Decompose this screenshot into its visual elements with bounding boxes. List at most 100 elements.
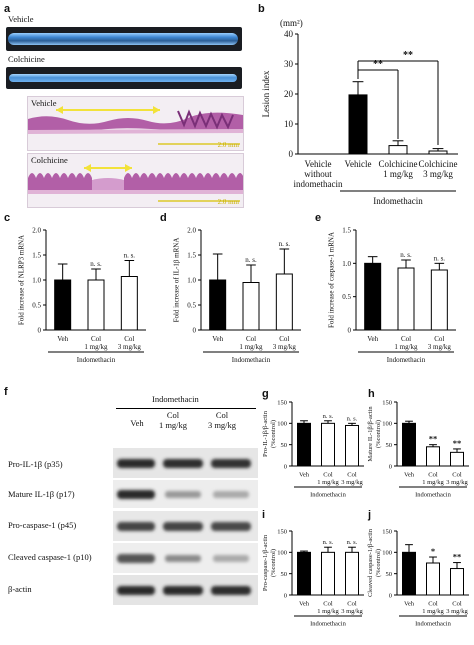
bar	[321, 422, 335, 467]
significance-label: n. s.	[90, 260, 102, 268]
bar	[345, 551, 359, 596]
y-tick-label: 1.5	[342, 226, 351, 234]
bar	[428, 150, 448, 155]
x-tick-label: 1 mg/kg	[383, 169, 413, 179]
gross-label-vehicle: Vehicle	[8, 14, 34, 24]
chart-cleaved-caspase1: 0 50 100 150 Cleaved caspase-1/β-actin (%cont…	[367, 528, 469, 628]
chart-il1b-mrna: 0 0.5 1.0 1.5 2.0 Fold increase of IL-1β mRNA…	[173, 226, 301, 364]
significance-label: n. s.	[124, 252, 136, 260]
x-tick-label: Veh	[299, 472, 310, 479]
x-tick-label: 3 mg/kg	[446, 608, 468, 615]
significance-label: n. s.	[434, 254, 446, 262]
y-tick-label: 1.0	[342, 260, 351, 268]
y-tick-label: 0	[389, 463, 392, 470]
x-tick-label: Veh	[367, 335, 378, 343]
significance-label: n. s.	[245, 256, 257, 264]
bar	[275, 273, 293, 331]
bar	[120, 276, 138, 331]
blot-image	[113, 448, 258, 605]
x-tick-label: Col	[428, 472, 438, 479]
histology-vehicle: Vehicle 2.0 mm	[27, 96, 244, 151]
x-tick-label: 3 mg/kg	[446, 479, 468, 486]
x-tick-label: Vehicle	[345, 159, 372, 169]
chart-nlrp3-mrna: 0 0.5 1.0 1.5 2.0 Fold increase of NLRP3 mRNA…	[18, 226, 146, 364]
group-label: Indomethacin	[232, 356, 271, 364]
histology-label-colchicine: Colchicine	[31, 155, 68, 165]
x-tick-label: without	[304, 169, 332, 179]
x-tick-label: 1 mg/kg	[394, 343, 418, 351]
y-tick-label: 0	[284, 592, 287, 599]
bar	[242, 282, 260, 331]
y-tick-label: 10	[284, 119, 294, 129]
panel-letter-g: g	[262, 388, 269, 400]
y-tick-label: 50	[386, 442, 393, 449]
y-tick-label: 0.5	[342, 293, 351, 301]
x-tick-label: Colchicine	[379, 159, 418, 169]
significance-label: n. s.	[347, 415, 358, 422]
x-tick-label: Col	[347, 472, 357, 479]
y-axis-label: Fold increase of IL-1β mRNA	[173, 238, 181, 323]
panel-letter-a: a	[4, 3, 11, 15]
x-tick-label: Col	[452, 472, 462, 479]
x-tick-label: Col	[434, 335, 444, 343]
x-tick-label: 1 mg/kg	[422, 608, 444, 615]
y-tick-label: 0	[284, 463, 287, 470]
y-axis-label: Fold increase of NLRP3 mRNA	[18, 235, 26, 325]
group-label: Indomethacin	[415, 492, 451, 499]
x-tick-label: Col	[124, 335, 134, 343]
panel-letter-i: i	[262, 509, 266, 521]
significance-label: **	[429, 434, 438, 444]
chart-caspase1-mrna: 0 0.5 1.0 1.5 Fold increase of caspase-1 mRN…	[328, 226, 456, 364]
x-tick-label: Col	[323, 601, 333, 608]
significance-label: n. s.	[347, 539, 358, 546]
x-tick-label: Colchicine	[419, 159, 458, 169]
y-tick-label: 0.5	[187, 301, 196, 309]
y-tick-label: 50	[281, 442, 288, 449]
y-tick-label: 150	[277, 528, 287, 535]
panel-letter-f: f	[4, 386, 8, 398]
group-label: Indomethacin	[387, 356, 426, 364]
y-axis-label: Pro-caspase-1/β-actin	[262, 534, 269, 591]
y-tick-label: 1.5	[32, 251, 41, 259]
x-tick-label: 3 mg/kg	[423, 169, 453, 179]
y-tick-label: 20	[284, 89, 294, 99]
bar	[450, 451, 464, 467]
y-tick-label: 0.5	[32, 301, 41, 309]
significance-label: **	[373, 59, 383, 70]
y-axis-label: Mature IL-1β/β-actin	[367, 406, 374, 462]
panel-letter-c: c	[4, 212, 11, 224]
y-axis-label: Pro-IL-1β/β-actin	[262, 410, 269, 457]
y-tick-label: 2.0	[187, 226, 196, 234]
x-tick-label: 3 mg/kg	[341, 608, 363, 615]
bar	[426, 446, 440, 467]
panel-letter-j: j	[368, 509, 372, 521]
y-unit-label: (mm²)	[280, 18, 303, 28]
gross-image-vehicle	[6, 27, 242, 51]
chart-pro-caspase1: 0 50 100 150 Pro-caspase-1/β-actin (%control)…	[262, 528, 364, 628]
x-tick-label: Col	[246, 335, 256, 343]
y-axis-label: Fold increase of caspase-1 mRNA	[328, 232, 336, 328]
y-tick-label: 2.0	[32, 226, 41, 234]
y-tick-label: 100	[277, 550, 287, 557]
x-tick-label: 3 mg/kg	[118, 343, 142, 351]
blot-lane-col1: Col 1 mg/kg	[158, 410, 188, 430]
y-tick-label: 0	[193, 326, 197, 334]
significance-label: *	[431, 546, 435, 556]
x-tick-label: 1 mg/kg	[239, 343, 263, 351]
blot-row-label-pro-il1b: Pro-IL-1β (p35)	[8, 459, 63, 469]
significance-label: n. s.	[323, 539, 334, 546]
blot-group-label: Indomethacin	[152, 394, 199, 404]
bar	[430, 269, 448, 331]
y-tick-label: 100	[382, 550, 392, 557]
gross-image-colchicine	[6, 67, 242, 89]
bar	[348, 94, 368, 155]
bar	[54, 279, 72, 331]
y-tick-label: 50	[281, 571, 288, 578]
x-tick-label: Vehicle	[305, 159, 332, 169]
y-tick-label: 150	[382, 528, 392, 535]
bar	[297, 551, 311, 596]
y-tick-label: 50	[386, 571, 393, 578]
x-tick-label: Veh	[404, 472, 415, 479]
x-tick-label: Col	[279, 335, 289, 343]
